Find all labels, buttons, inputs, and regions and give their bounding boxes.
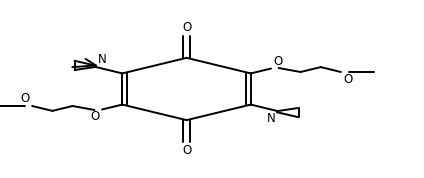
Text: O: O <box>91 110 100 123</box>
Text: O: O <box>21 92 30 105</box>
Text: O: O <box>273 55 282 68</box>
Text: N: N <box>267 112 276 125</box>
Text: N: N <box>98 53 106 66</box>
Text: O: O <box>182 144 191 157</box>
Text: O: O <box>182 21 191 34</box>
Text: O: O <box>343 73 352 86</box>
